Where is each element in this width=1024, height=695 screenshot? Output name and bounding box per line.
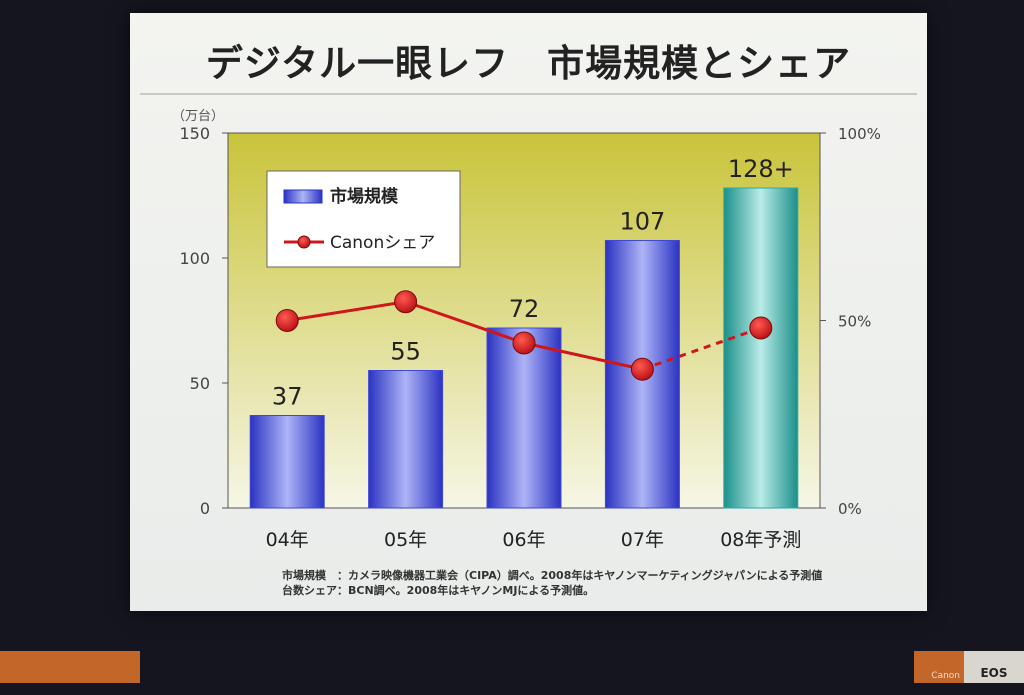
bar-data-label: 37 <box>272 383 303 411</box>
share-point-5 <box>749 316 773 340</box>
x-tick-label: 07年 <box>621 529 664 551</box>
left-tick-label: 150 <box>179 124 210 143</box>
share-line-group <box>275 290 773 381</box>
right-tick-label: 100% <box>838 125 881 143</box>
source-note-line: 台数シェア：BCN調べ。2008年はキヤノンMJによる予測値。 <box>282 584 595 597</box>
legend: 市場規模 Canonシェア <box>266 170 461 268</box>
bars-group <box>249 187 799 509</box>
bar-labels-group: 37 55 72 107 128+ <box>272 155 794 411</box>
share-point-3 <box>512 331 536 355</box>
source-note: 市場規模 ：カメラ映像機器工業会（CIPA）調べ。2008年はキヤノンマーケティ… <box>282 568 822 598</box>
title-divider <box>140 93 917 95</box>
share-line-segment <box>405 300 525 345</box>
share-point-4 <box>630 357 654 381</box>
legend-label-market-size: 市場規模 <box>330 186 399 207</box>
left-tick-label: 50 <box>190 374 210 393</box>
left-axis: 0 50 100 150 <box>179 124 228 518</box>
combo-chart: 37 55 72 107 128+ 0 50 100 150 0% 50% 100% 04年 05年… <box>172 109 881 551</box>
x-tick-label: 08年予測 <box>720 529 801 551</box>
source-note-line: 市場規模 ：カメラ映像機器工業会（CIPA）調べ。2008年はキヤノンマーケティ… <box>282 569 823 582</box>
x-axis: 04年 05年 06年 07年 08年予測 <box>266 529 802 551</box>
share-line-segment <box>641 326 762 371</box>
right-tick-label: 0% <box>838 500 862 518</box>
booth-strip-left <box>0 651 140 683</box>
left-axis-unit: （万台） <box>172 109 224 124</box>
share-point-2 <box>394 290 418 314</box>
bar-data-label: 107 <box>619 208 665 236</box>
bar-1 <box>249 415 325 509</box>
legend-line-marker <box>297 235 311 249</box>
x-tick-label: 05年 <box>384 529 427 551</box>
legend-bar-swatch <box>283 189 323 204</box>
chart-title: デジタル一眼レフ 市場規模とシェア <box>205 42 852 85</box>
left-tick-label: 0 <box>200 499 210 518</box>
projection-screen: デジタル一眼レフ 市場規模とシェア 37 5 <box>130 13 927 611</box>
canon-logo-text: Canon <box>931 671 960 681</box>
legend-box <box>266 170 461 268</box>
left-tick-label: 100 <box>179 249 210 268</box>
bar-data-label: 128+ <box>728 155 794 183</box>
share-point-1 <box>275 309 299 332</box>
legend-label-canon-share: Canonシェア <box>330 233 435 253</box>
bar-data-label: 72 <box>509 295 540 323</box>
bar-5 <box>723 187 799 509</box>
bar-3 <box>486 327 562 509</box>
right-axis: 0% 50% 100% <box>820 125 881 518</box>
share-line-segment <box>286 300 406 322</box>
bar-data-label: 55 <box>390 338 421 366</box>
right-tick-label: 50% <box>838 313 871 331</box>
share-line-segment <box>523 341 643 371</box>
x-tick-label: 06年 <box>502 529 545 551</box>
x-tick-label: 04年 <box>266 529 309 551</box>
bar-2 <box>368 370 444 509</box>
eos-logo-box: EOS <box>964 651 1024 683</box>
